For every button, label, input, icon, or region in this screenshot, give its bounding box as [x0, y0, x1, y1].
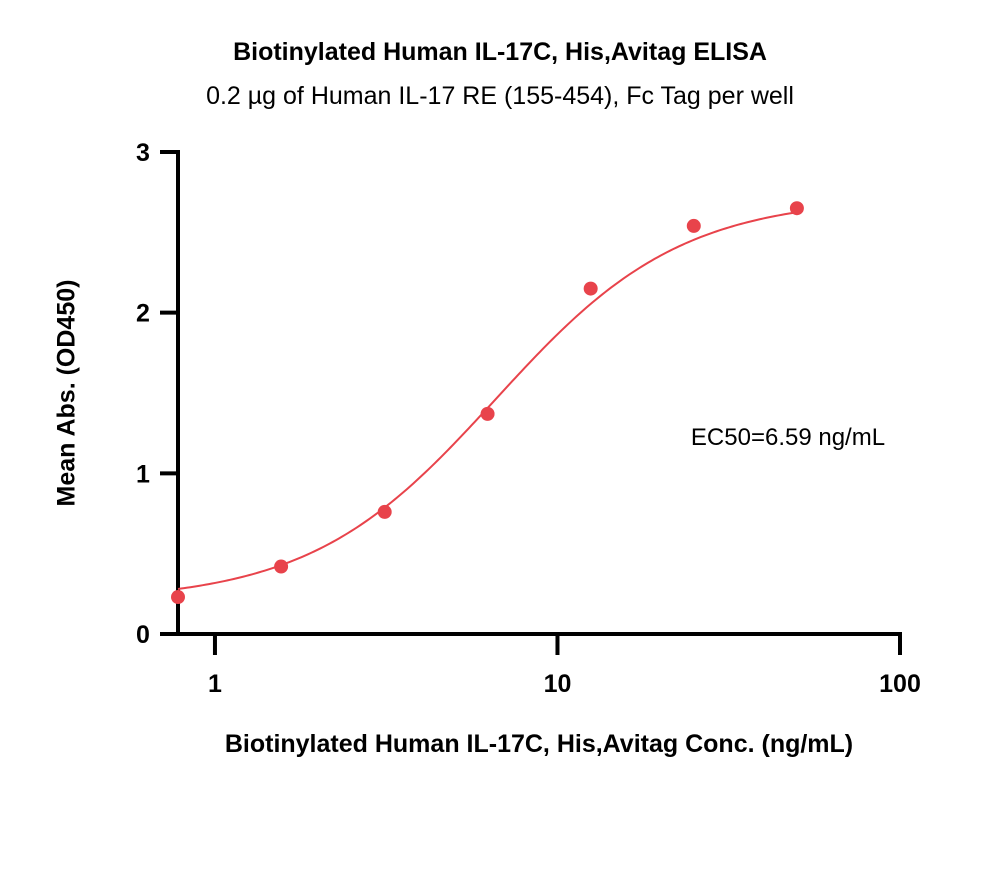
ec50-annotation: EC50=6.59 ng/mL: [691, 424, 885, 451]
data-point: [274, 559, 289, 574]
data-point: [789, 201, 804, 216]
axes: [176, 150, 902, 636]
data-points: [171, 201, 804, 605]
chart-subtitle: 0.2 µg of Human IL-17 RE (155-454), Fc T…: [206, 82, 794, 110]
y-tick-label: 3: [136, 139, 150, 167]
y-tick-label: 0: [136, 621, 150, 649]
data-point: [583, 281, 598, 296]
y-tick-label: 1: [136, 460, 150, 488]
x-tick-label: 100: [879, 670, 921, 698]
y-axis-label: Mean Abs. (OD450): [53, 280, 81, 507]
chart-title: Biotinylated Human IL-17C, His,Avitag EL…: [233, 38, 767, 66]
data-point: [686, 218, 701, 233]
x-tick-label: 10: [544, 670, 572, 698]
data-point: [377, 504, 392, 519]
data-point: [480, 406, 495, 421]
x-axis-label: Biotinylated Human IL-17C, His,Avitag Co…: [225, 730, 853, 758]
data-point: [171, 590, 185, 605]
x-tick-label: 1: [208, 670, 222, 698]
ticks: 0 1 2 3 1 10 100: [136, 139, 921, 698]
fit-curve: [177, 211, 798, 590]
y-tick-label: 2: [136, 300, 150, 328]
